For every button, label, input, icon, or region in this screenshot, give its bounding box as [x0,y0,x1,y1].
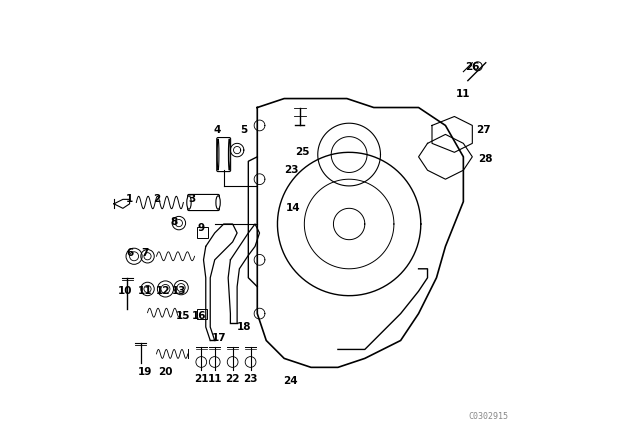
Text: 19: 19 [138,367,152,377]
Text: 23: 23 [284,165,298,175]
Text: 25: 25 [295,147,309,157]
Ellipse shape [216,196,220,209]
FancyBboxPatch shape [217,138,230,172]
Ellipse shape [217,139,219,170]
Text: 16: 16 [192,311,206,321]
Text: 18: 18 [237,322,251,332]
Text: 28: 28 [479,154,493,164]
Text: 13: 13 [172,286,186,296]
Text: 12: 12 [156,286,170,296]
Text: 22: 22 [225,374,240,383]
Text: 1: 1 [126,194,133,204]
Text: C0302915: C0302915 [468,412,508,421]
Text: 14: 14 [286,203,300,213]
Text: 9: 9 [198,224,205,233]
Text: 20: 20 [158,367,173,377]
Text: 4: 4 [213,125,221,135]
Text: 7: 7 [141,248,149,258]
Text: 3: 3 [189,194,196,204]
Text: 2: 2 [153,194,160,204]
Text: 15: 15 [176,311,191,321]
Text: 26: 26 [465,62,479,72]
Ellipse shape [187,196,191,209]
Ellipse shape [228,139,230,170]
Text: 24: 24 [284,376,298,386]
Text: 11: 11 [207,374,222,383]
Text: 8: 8 [171,217,178,227]
Text: 5: 5 [240,125,248,135]
Text: 11: 11 [138,286,152,296]
Bar [197,309,207,319]
Text: 6: 6 [126,248,133,258]
Text: 11: 11 [456,89,470,99]
Text: 27: 27 [476,125,491,135]
FancyBboxPatch shape [188,194,220,211]
Bar [197,227,208,238]
Text: 21: 21 [194,374,209,383]
Text: 23: 23 [243,374,258,383]
Text: 10: 10 [118,286,132,296]
Text: 17: 17 [212,333,227,343]
